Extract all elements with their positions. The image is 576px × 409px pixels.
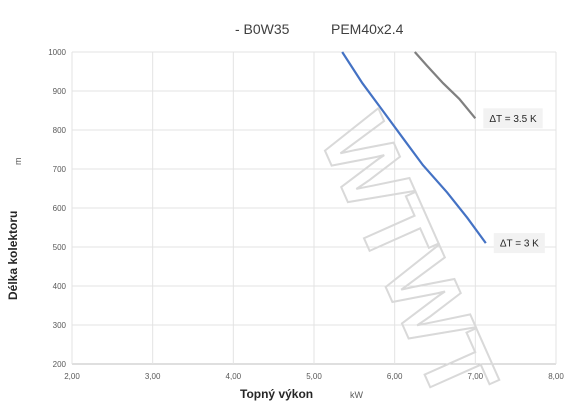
x-tick-label: 2,00 (64, 372, 80, 381)
chart-title-left: - B0W35 (235, 21, 290, 37)
series-label-text: ΔT = 3.5 K (489, 114, 537, 125)
y-axis-title: Délka kolektoru (6, 211, 20, 300)
y-tick-label: 600 (53, 204, 67, 213)
x-tick-label: 8,00 (548, 372, 564, 381)
x-tick-label: 4,00 (226, 372, 242, 381)
y-tick-label: 800 (53, 126, 67, 135)
series-label-1: ΔT = 3.5 K (483, 108, 542, 128)
y-tick-label: 1000 (48, 48, 66, 57)
y-tick-label: 300 (53, 321, 67, 330)
series-label-0: ΔT = 3 K (494, 233, 545, 253)
y-tick-label: 500 (53, 243, 67, 252)
x-axis-title: Topný výkon (240, 387, 313, 401)
x-tick-label: 6,00 (387, 372, 403, 381)
x-tick-label: 3,00 (145, 372, 161, 381)
y-axis-unit: m (13, 158, 23, 166)
y-tick-label: 900 (53, 87, 67, 96)
chart-title-right: PEM40x2.4 (331, 21, 404, 37)
x-tick-label: 5,00 (306, 372, 322, 381)
series-label-text: ΔT = 3 K (500, 239, 539, 250)
x-axis-unit: kW (350, 390, 364, 400)
y-tick-label: 400 (53, 282, 67, 291)
y-tick-label: 200 (53, 360, 67, 369)
y-tick-label: 700 (53, 165, 67, 174)
